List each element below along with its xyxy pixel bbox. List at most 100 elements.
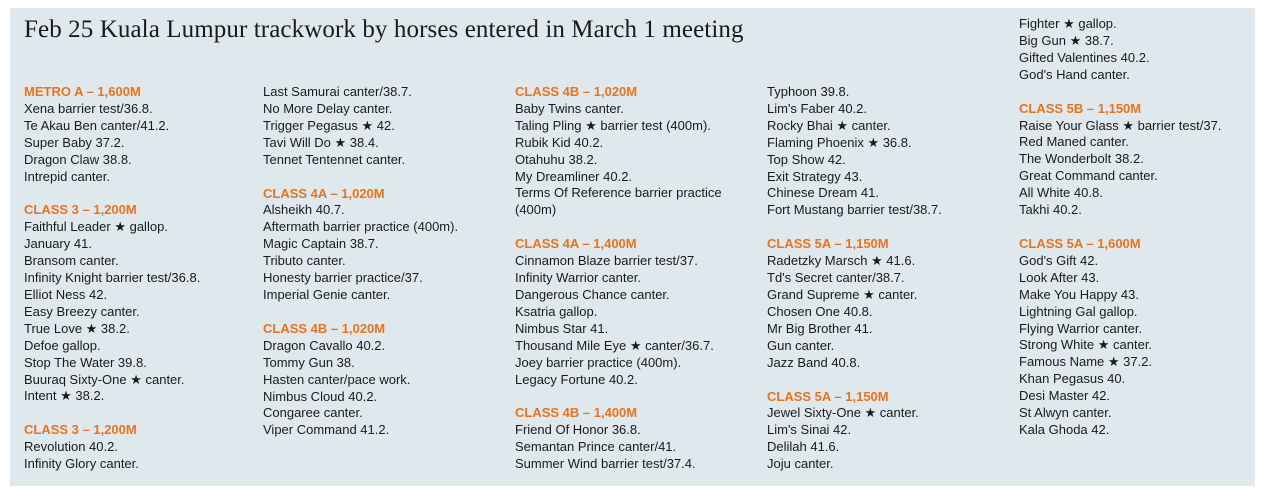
horse-entry: Summer Wind barrier test/37.4.: [515, 456, 696, 472]
horse-entry: Hasten canter/pace work.: [263, 371, 411, 387]
horse-entry: Gun canter.: [767, 337, 835, 353]
race-section: Last Samurai canter/38.7. No More Delay c…: [263, 84, 503, 169]
race-heading: CLASS 4B – 1,020M: [515, 84, 638, 99]
column-2: Last Samurai canter/38.7. No More Delay c…: [263, 84, 503, 456]
horse-entry: Alsheikh 40.7.: [263, 202, 345, 218]
horse-entry: Infinity Knight barrier test/36.8.: [24, 270, 201, 286]
horse-entry: Joju canter.: [767, 456, 834, 472]
horse-entry: Buuraq Sixty-One ★ canter.: [24, 371, 185, 387]
horse-entry: Trigger Pegasus ★ 42.: [263, 117, 395, 133]
horse-entry: No More Delay canter.: [263, 100, 393, 116]
horse-entry: Famous Name ★ 37.2.: [1019, 354, 1153, 370]
horse-entry: Tributo canter.: [263, 253, 346, 269]
horse-entry: Magic Captain 38.7.: [263, 236, 379, 252]
horse-entry: Big Gun ★ 38.7.: [1019, 32, 1114, 48]
horse-entry: January 41.: [24, 236, 92, 252]
horse-entry: True Love ★ 38.2.: [24, 320, 130, 336]
race-section: CLASS 3 – 1,200M Revolution 40.2. Infinity…: [24, 422, 254, 473]
horse-entry: God's Gift 42.: [1019, 252, 1099, 268]
horse-entry: Otahuhu 38.2.: [515, 151, 598, 167]
horse-entry: Mr Big Brother 41.: [767, 320, 873, 336]
horse-entry: Tennet Tentennet canter.: [263, 151, 406, 167]
race-section: Fighter ★ gallop. Big Gun ★ 38.7. Gifted V…: [1019, 16, 1251, 84]
horse-entry: The Wonderbolt 38.2.: [1019, 151, 1144, 167]
column-3: CLASS 4B – 1,020M Baby Twins canter. Talin…: [515, 84, 755, 490]
horse-entry: Faithful Leader ★ gallop.: [24, 219, 168, 235]
horse-entry: Nimbus Star 41.: [515, 320, 609, 336]
horse-entry: Revolution 40.2.: [24, 439, 118, 455]
horse-entry: Lim's Sinai 42.: [767, 422, 852, 438]
horse-entry: Dragon Claw 38.8.: [24, 151, 132, 167]
horse-entry: Easy Breezy canter.: [24, 303, 140, 319]
race-section: CLASS 5A – 1,600M God's Gift 42. Look Afte…: [1019, 236, 1251, 439]
race-heading: CLASS 4A – 1,020M: [263, 185, 385, 201]
horse-entry: Lim's Faber 40.2.: [767, 100, 868, 116]
horse-entry: Exit Strategy 43.: [767, 168, 863, 184]
horse-entry: Grand Supreme ★ canter.: [767, 286, 918, 302]
horse-entry: Kala Ghoda 42.: [1019, 421, 1110, 437]
race-section: METRO A – 1,600M Xena barrier test/36.8. T…: [24, 84, 254, 185]
race-heading: CLASS 5B – 1,150M: [1019, 100, 1142, 116]
horse-entry: Infinity Warrior canter.: [515, 270, 641, 286]
horse-entry: Semantan Prince canter/41.: [515, 439, 677, 455]
horse-entry: Intrepid canter.: [24, 168, 110, 184]
race-section: Typhoon 39.8. Lim's Faber 40.2. Rocky Bhai…: [767, 84, 1007, 219]
horse-entry: Joey barrier practice (400m).: [515, 354, 682, 370]
horse-entry: Fighter ★ gallop.: [1019, 16, 1117, 31]
horse-entry: Fort Mustang barrier test/38.7.: [767, 202, 942, 218]
horse-entry: Intent ★ 38.2.: [24, 388, 105, 404]
race-section: CLASS 5A – 1,150M Radetzky Marsch ★ 41.6.…: [767, 236, 1007, 371]
horse-entry: St Alwyn canter.: [1019, 405, 1112, 421]
horse-entry: Elliot Ness 42.: [24, 286, 108, 302]
race-heading: CLASS 5A – 1,150M: [767, 236, 889, 252]
column-4: Typhoon 39.8. Lim's Faber 40.2. Rocky Bhai…: [767, 84, 1007, 490]
horse-entry: Cinnamon Blaze barrier test/37.: [515, 253, 698, 269]
horse-entry: Thousand Mile Eye ★ canter/36.7.: [515, 337, 714, 353]
horse-entry: Ksatria gallop.: [515, 303, 598, 319]
horse-entry: Takhi 40.2.: [1019, 202, 1082, 218]
horse-entry: Dragon Cavallo 40.2.: [263, 337, 386, 353]
horse-entry: Tommy Gun 38.: [263, 354, 355, 370]
column-5: Fighter ★ gallop. Big Gun ★ 38.7. Gifted V…: [1019, 16, 1251, 456]
horse-entry: Radetzky Marsch ★ 41.6.: [767, 253, 916, 269]
horse-entry: Taling Pling ★ barrier test (400m).: [515, 117, 711, 133]
race-heading: CLASS 4B – 1,020M: [263, 320, 386, 336]
race-section: CLASS 5A – 1,150M Jewel Sixty-One ★ cante…: [767, 389, 1007, 474]
horse-entry: Flaming Phoenix ★ 36.8.: [767, 134, 912, 150]
race-section: CLASS 4B – 1,400M Friend Of Honor 36.8. Se…: [515, 405, 755, 473]
horse-entry: Tavi Will Do ★ 38.4.: [263, 134, 379, 150]
horse-entry: Rubik Kid 40.2.: [515, 134, 604, 150]
horse-entry: Super Baby 37.2.: [24, 134, 125, 150]
race-heading: CLASS 3 – 1,200M: [24, 202, 137, 218]
race-section: CLASS 4B – 1,020M Baby Twins canter. Talin…: [515, 84, 755, 219]
horse-entry: Typhoon 39.8.: [767, 84, 850, 99]
horse-entry: Jewel Sixty-One ★ canter.: [767, 405, 919, 421]
race-section: CLASS 3 – 1,200M Faithful Leader ★ gallop…: [24, 202, 254, 405]
race-heading: CLASS 3 – 1,200M: [24, 422, 137, 438]
race-heading: CLASS 4A – 1,400M: [515, 236, 637, 252]
horse-entry: Flying Warrior canter.: [1019, 320, 1143, 336]
horse-entry: Raise Your Glass ★ barrier test/37.: [1019, 117, 1222, 133]
horse-entry: Strong White ★ canter.: [1019, 337, 1153, 353]
horse-entry: Make You Happy 43.: [1019, 286, 1139, 302]
race-section: CLASS 5B – 1,150M Raise Your Glass ★ barr…: [1019, 101, 1251, 219]
column-1: METRO A – 1,600M Xena barrier test/36.8. T…: [24, 84, 254, 490]
horse-entry: Chinese Dream 41.: [767, 185, 879, 201]
horse-entry: All White 40.8.: [1019, 185, 1103, 201]
horse-entry: Khan Pegasus 40.: [1019, 371, 1126, 387]
race-section: CLASS 4A – 1,020M Alsheikh 40.7. Aftermath…: [263, 186, 503, 304]
horse-entry: Xena barrier test/36.8.: [24, 100, 153, 116]
horse-entry: Desi Master 42.: [1019, 388, 1111, 404]
horse-entry: Viper Command 41.2.: [263, 422, 390, 438]
horse-entry: Aftermath barrier practice (400m).: [263, 219, 459, 235]
horse-entry: Stop The Water 39.8.: [24, 354, 147, 370]
race-heading: CLASS 4B – 1,400M: [515, 405, 638, 421]
horse-entry: Te Akau Ben canter/41.2.: [24, 117, 170, 133]
horse-entry: Terms Of Reference barrier practice (400…: [515, 185, 722, 218]
horse-entry: My Dreamliner 40.2.: [515, 168, 633, 184]
horse-entry: Bransom canter.: [24, 253, 119, 269]
race-section: CLASS 4B – 1,020M Dragon Cavallo 40.2. Tom…: [263, 321, 503, 439]
horse-entry: Imperial Genie canter.: [263, 286, 391, 302]
horse-entry: Jazz Band 40.8.: [767, 354, 861, 370]
horse-entry: Delilah 41.6.: [767, 439, 840, 455]
